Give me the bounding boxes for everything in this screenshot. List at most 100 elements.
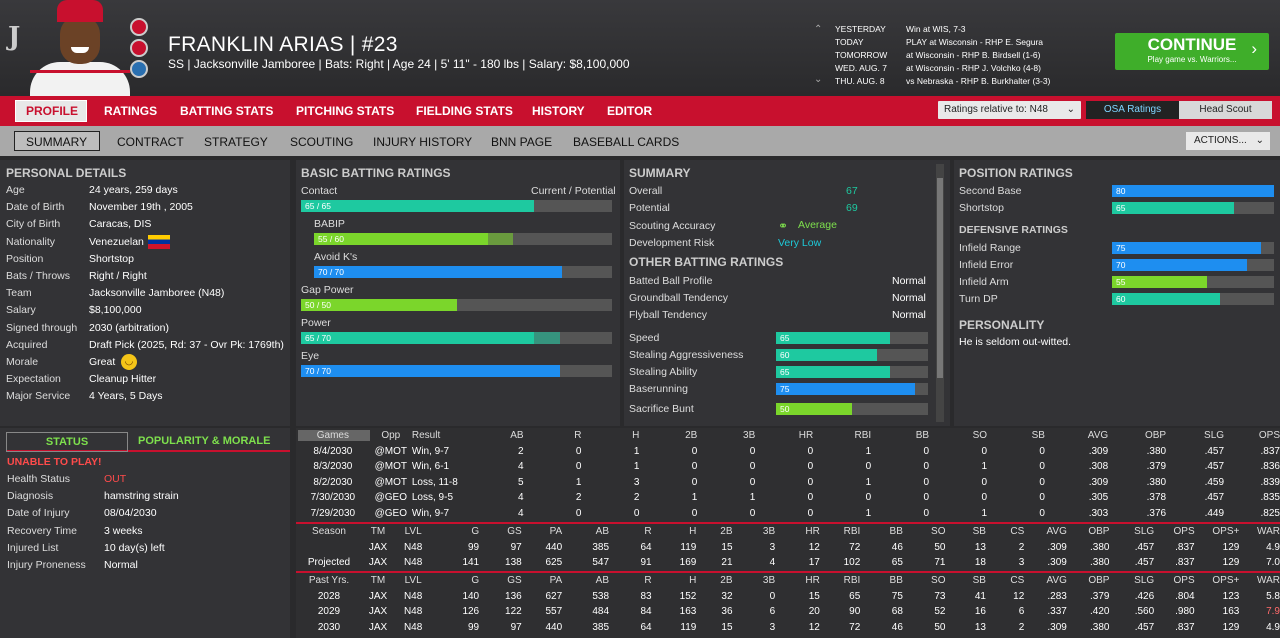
subtab-bnn-page[interactable]: BNN PAGE (491, 135, 553, 149)
column-header[interactable]: SO (931, 526, 946, 538)
column-header[interactable]: SB (972, 575, 986, 587)
column-header[interactable]: TM (370, 575, 386, 587)
column-header[interactable]: 3B (743, 430, 756, 442)
column-header[interactable]: SLG (1134, 526, 1155, 538)
column-header[interactable]: SLG (1204, 430, 1225, 442)
column-header[interactable]: PA (549, 575, 563, 587)
continue-button[interactable]: CONTINUE Play game vs. Warriors... › (1115, 33, 1269, 70)
column-header[interactable]: OPS (1258, 430, 1280, 442)
column-header[interactable]: OPS (1173, 526, 1195, 538)
table-row[interactable]: 2029 JAX N48 126 122 557 484 84 163 36 6 20 90 68 52 16… (296, 604, 1280, 620)
column-header[interactable]: R (644, 526, 652, 538)
column-header[interactable]: RBI (854, 430, 872, 442)
column-header[interactable]: RBI (843, 575, 861, 587)
column-header[interactable]: SO (972, 430, 988, 442)
subtab-strategy[interactable]: STRATEGY (204, 135, 268, 149)
column-header[interactable]: H (689, 526, 697, 538)
status-tab[interactable]: STATUS (6, 432, 128, 452)
column-header[interactable]: G (471, 526, 480, 538)
table-row[interactable]: 8/3/2030 @MOT Win, 6-1 4 0 1 0 0 0 0 0 1 0 .308 .379 .4… (296, 459, 1280, 475)
column-header[interactable]: SB (972, 526, 986, 538)
tab-profile[interactable]: PROFILE (26, 104, 79, 118)
column-header[interactable]: LVL (404, 526, 422, 538)
column-header[interactable]: OPS+ (1212, 575, 1240, 587)
badge-icon[interactable] (130, 18, 148, 36)
column-header[interactable]: H (632, 430, 640, 442)
column-header[interactable]: 3B (762, 526, 776, 538)
schedule-up-icon[interactable]: ⌃ (814, 24, 823, 35)
column-header[interactable]: BB (889, 526, 903, 538)
schedule-down-icon[interactable]: ⌄ (814, 74, 823, 85)
table-row[interactable]: Projected JAX N48 141 138 625 547 91 169 21 4 17 102… (296, 555, 1280, 571)
table-row[interactable]: 7/30/2030 @GEO Loss, 9-5 4 2 2 1 1 0 0 0 0 0 .305 .378… (296, 490, 1280, 506)
column-header[interactable]: PA (549, 526, 563, 538)
subtab-summary[interactable]: SUMMARY (26, 135, 88, 149)
column-header[interactable]: OBP (1088, 526, 1110, 538)
column-header[interactable]: AB (510, 430, 524, 442)
table-row[interactable]: 8/2/2030 @MOT Loss, 11-8 5 1 3 0 0 0 1 0 0 0 .309 .380… (296, 475, 1280, 491)
column-header[interactable]: HR (805, 526, 820, 538)
column-header[interactable]: HR (805, 575, 820, 587)
column-header[interactable]: AVG (1046, 575, 1067, 587)
tab-ratings[interactable]: RATINGS (104, 104, 158, 118)
column-header[interactable]: H (689, 575, 697, 587)
column-header[interactable]: CS (1010, 575, 1025, 587)
subtab-injury-history[interactable]: INJURY HISTORY (373, 135, 473, 149)
osa-ratings-toggle[interactable]: OSA Ratings (1086, 101, 1179, 119)
games-dropdown[interactable] (298, 430, 370, 441)
badge-icon[interactable] (130, 60, 148, 78)
tab-pitching-stats[interactable]: PITCHING STATS (296, 104, 395, 118)
column-header[interactable]: GS (507, 575, 522, 587)
column-header[interactable]: Opp (381, 430, 401, 442)
table-row[interactable]: 8/4/2030 @MOT Win, 9-7 2 0 1 0 0 0 1 0 0 0 .309 .380 .4… (296, 444, 1280, 460)
column-header[interactable]: OPS (1173, 575, 1195, 587)
column-header[interactable]: TM (370, 526, 386, 538)
column-header[interactable]: SLG (1134, 575, 1155, 587)
column-header[interactable]: AVG (1087, 430, 1109, 442)
table-row[interactable]: 2030 JAX N48 99 97 440 385 64 119 15 3 12 72 46 50 13 2.… (296, 620, 1280, 636)
tab-fielding-stats[interactable]: FIELDING STATS (416, 104, 513, 118)
summary-scrollbar[interactable] (936, 164, 944, 422)
column-header[interactable]: BB (915, 430, 930, 442)
column-header[interactable]: G (471, 575, 480, 587)
column-header[interactable]: R (644, 575, 652, 587)
column-header[interactable]: WAR (1257, 575, 1280, 587)
column-header[interactable]: AB (595, 526, 610, 538)
column-header[interactable]: Games (316, 430, 349, 442)
column-header[interactable]: CS (1010, 526, 1025, 538)
column-header[interactable]: 2B (720, 575, 733, 587)
column-header[interactable]: 3B (762, 575, 776, 587)
subtab-contract[interactable]: CONTRACT (117, 135, 184, 149)
column-header[interactable]: R (574, 430, 582, 442)
column-header[interactable]: AB (595, 575, 610, 587)
column-header[interactable]: GS (507, 526, 522, 538)
ratings-relative-select[interactable]: Ratings relative to: N48 ⌄ (938, 101, 1081, 119)
column-header[interactable]: HR (798, 430, 814, 442)
tab-batting-stats[interactable]: BATTING STATS (180, 104, 274, 118)
column-header[interactable]: AVG (1046, 526, 1067, 538)
column-header[interactable]: Past Yrs. (308, 575, 350, 587)
column-header[interactable]: Season (312, 526, 346, 538)
head-scout-toggle[interactable]: Head Scout (1179, 101, 1272, 119)
badge-icon[interactable] (130, 39, 148, 57)
subtab-scouting[interactable]: SCOUTING (290, 135, 354, 149)
popularity-morale-tab[interactable]: POPULARITY & MORALE (138, 435, 271, 447)
column-header[interactable]: BB (889, 575, 903, 587)
column-header[interactable]: SB (1031, 430, 1045, 442)
subtab-baseball-cards[interactable]: BASEBALL CARDS (573, 135, 680, 149)
column-header[interactable]: RBI (843, 526, 861, 538)
column-header[interactable]: Result (411, 430, 441, 442)
column-header[interactable]: LVL (404, 575, 422, 587)
column-header[interactable]: WAR (1257, 526, 1280, 538)
column-header[interactable]: OBP (1088, 575, 1110, 587)
column-header[interactable]: OBP (1144, 430, 1167, 442)
column-header[interactable]: 2B (720, 526, 733, 538)
table-row[interactable]: 2028 JAX N48 140 136 627 538 83 152 32 0 15 65 75 73 41… (296, 589, 1280, 605)
column-header[interactable]: OPS+ (1212, 526, 1240, 538)
column-header[interactable]: 2B (685, 430, 698, 442)
column-header[interactable]: SO (931, 575, 946, 587)
tab-editor[interactable]: EDITOR (607, 104, 653, 118)
table-row[interactable]: 7/29/2030 @GEO Win, 9-7 4 0 0 0 0 0 1 0 1 0 .303 .376.… (296, 506, 1280, 522)
table-row[interactable]: JAX N48 99 97 440 385 64 119 15 3 12 72 46 50 13 2 .309.… (296, 540, 1280, 556)
actions-dropdown[interactable]: ACTIONS... ⌄ (1186, 132, 1270, 150)
